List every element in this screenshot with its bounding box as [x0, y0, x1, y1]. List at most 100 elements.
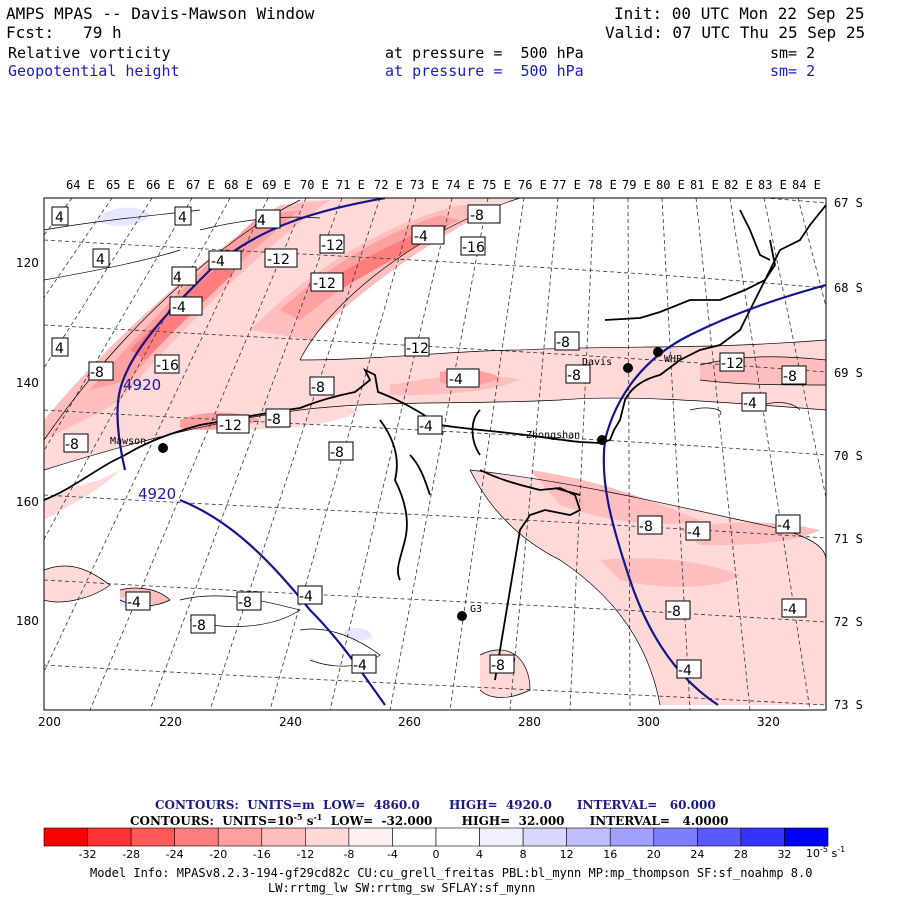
y-tick: 120	[16, 256, 39, 270]
colorbar-tick: -4	[387, 848, 398, 861]
lon-label: 83 E	[758, 178, 787, 192]
vort-label: -4	[417, 415, 443, 435]
lon-label: 84 E	[792, 178, 821, 192]
colorbar-tick: -16	[253, 848, 271, 861]
vort-label: -8	[88, 361, 114, 381]
height-contour-info: CONTOURS: UNITS=m LOW= 4860.0 HIGH= 4920…	[155, 798, 716, 812]
station-label-whp: WHP	[664, 354, 682, 365]
field2-smoothing: sm= 2	[770, 62, 816, 80]
model-info: Model Info: MPASv8.2.3-194-gf29cd82c CU:…	[90, 866, 813, 880]
lat-label: 70 S	[834, 449, 863, 463]
lon-label: 72 E	[374, 178, 403, 192]
field1-name: Relative vorticity	[8, 44, 171, 62]
vort-label: -4	[208, 250, 242, 270]
field1-level: at pressure = 500 hPa	[385, 44, 584, 62]
lat-label: 68 S	[834, 281, 863, 295]
svg-text:-12: -12	[406, 341, 429, 357]
y-tick: 180	[16, 614, 39, 628]
colorbar-tick: -28	[122, 848, 140, 861]
colorbar-swatch	[392, 827, 437, 847]
lon-label: 74 E	[446, 178, 475, 192]
svg-text:-4: -4	[678, 663, 692, 679]
svg-text:-8: -8	[311, 380, 325, 396]
lon-label: 66 E	[146, 178, 175, 192]
svg-text:4: 4	[178, 210, 187, 226]
vort-label: -4	[781, 598, 807, 618]
station-dot-g3	[457, 611, 467, 621]
plot-title: AMPS MPAS -- Davis-Mawson Window	[6, 4, 315, 23]
colorbar-swatch	[130, 827, 175, 847]
lon-label: 81 E	[690, 178, 719, 192]
colorbar-swatch	[784, 827, 829, 847]
field1-smoothing: sm= 2	[770, 44, 816, 62]
svg-text:-12: -12	[321, 238, 344, 254]
vort-label: -12	[719, 352, 745, 372]
vort-label: -4	[297, 585, 323, 605]
svg-text:-4: -4	[783, 602, 797, 618]
vort-label: -8	[309, 376, 335, 396]
lat-label: 72 S	[834, 615, 863, 629]
colorbar-tick: -12	[296, 848, 314, 861]
x-tick: 240	[279, 715, 302, 729]
station-label-g3: G3	[470, 604, 482, 615]
colorbar-tick: 8	[520, 848, 527, 861]
vort-label: -8	[190, 614, 216, 634]
plot-frame	[43, 197, 827, 711]
svg-text:-8: -8	[90, 365, 104, 381]
x-tick: 320	[757, 715, 780, 729]
lon-label: 77 E	[552, 178, 581, 192]
vort-label: -4	[411, 225, 445, 245]
y-tick: 140	[16, 376, 39, 390]
svg-text:-8: -8	[192, 618, 206, 634]
lon-label: 64 E	[66, 178, 95, 192]
colorbar-swatch	[609, 827, 655, 847]
station-label-zhongshan: Zhongshan	[526, 430, 580, 441]
x-tick: 200	[38, 715, 61, 729]
vort-label: 4	[174, 206, 192, 226]
model-info-2: LW:rrtmg_lw SW:rrtmg_sw SFLAY:sf_mynn	[268, 881, 536, 895]
station-dot-mawson	[158, 443, 168, 453]
lon-label: 65 E	[106, 178, 135, 192]
colorbar-tick: 32	[777, 848, 791, 861]
vort-label: -8	[265, 408, 291, 428]
colorbar-swatch	[653, 827, 698, 847]
colorbar-swatch	[479, 827, 524, 847]
svg-text:-4: -4	[299, 589, 313, 605]
vort-label: -8	[328, 441, 354, 461]
colorbar-swatch	[522, 827, 567, 847]
lon-label: 78 E	[588, 178, 617, 192]
lat-label: 71 S	[834, 532, 863, 546]
station-labels: Mawson Davis WHP Zhongshan G3	[110, 354, 682, 615]
station-markers	[158, 347, 663, 621]
colorbar-tick: -32	[79, 848, 97, 861]
lon-label: 76 E	[518, 178, 547, 192]
vorticity-contour-info: CONTOURS: UNITS=10-5 s-1 LOW= -32.000 HI…	[130, 812, 729, 828]
lon-label: 79 E	[622, 178, 651, 192]
colorbar-swatch	[43, 827, 88, 847]
lon-label: 68 E	[224, 178, 253, 192]
colorbar-swatch	[305, 827, 350, 847]
svg-text:-12: -12	[313, 276, 336, 292]
vort-label: -12	[264, 248, 298, 268]
latitude-labels: 67 S 68 S 69 S 70 S 71 S 72 S 73 S	[834, 196, 863, 712]
vort-label: 4	[92, 248, 110, 268]
svg-text:4: 4	[55, 210, 64, 226]
svg-text:-8: -8	[267, 412, 281, 428]
vort-label: -4	[351, 654, 377, 674]
x-tick: 300	[637, 715, 660, 729]
x-tick: 280	[518, 715, 541, 729]
vort-label: 4	[171, 266, 197, 286]
vort-label: -4	[741, 392, 767, 412]
colorbar-tick: 12	[560, 848, 574, 861]
vort-label: -4	[446, 368, 480, 388]
svg-text:-8: -8	[567, 368, 581, 384]
colorbar-tick: -8	[343, 848, 354, 861]
svg-text:-4: -4	[414, 229, 428, 245]
svg-text:-4: -4	[211, 254, 225, 270]
vort-label: -12	[404, 337, 430, 357]
vort-label: 4	[255, 209, 281, 229]
colorbar-swatch	[697, 827, 742, 847]
colorbar-swatch	[566, 827, 611, 847]
height-label: 4920	[138, 485, 176, 503]
